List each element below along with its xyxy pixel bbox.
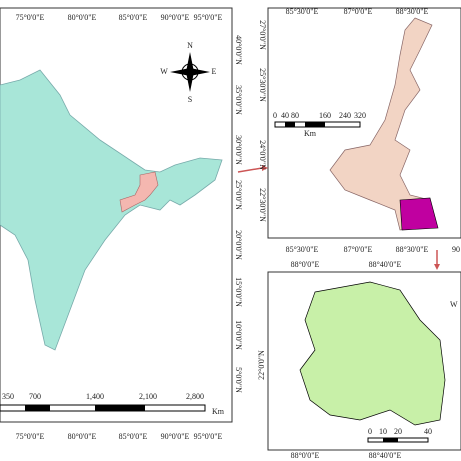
side-coordinate: 35°0'0"N bbox=[234, 85, 243, 115]
side-coordinate: 20°0'0"N bbox=[234, 230, 243, 260]
scale-label: 350 bbox=[2, 392, 14, 401]
scale-label: 40 bbox=[424, 427, 432, 436]
bottom-coordinate: 87°0'0"E bbox=[344, 245, 373, 254]
bottom-coordinate: 80°0'0"E bbox=[68, 432, 97, 441]
bottom-coordinate: 90 bbox=[452, 245, 460, 254]
scale-label: 320 bbox=[354, 111, 366, 120]
district-highlight bbox=[399, 197, 439, 231]
scale-label: 20 bbox=[394, 427, 402, 436]
bottom-coordinate: 90°0'0"E bbox=[161, 432, 190, 441]
panel-arrows bbox=[237, 165, 440, 270]
side-coordinate: 15°0'0"N bbox=[234, 277, 243, 307]
top-coordinate: 75°0'0"E bbox=[16, 13, 45, 22]
side-coordinate: 24°0'0"N bbox=[258, 140, 267, 170]
bottom-coordinate: 88°40'0"E bbox=[369, 451, 402, 460]
compass-letter: N bbox=[187, 41, 193, 50]
side-coordinate: 40°0'0"N bbox=[234, 35, 243, 65]
side-coordinate: 10°0'0"N bbox=[234, 320, 243, 350]
top-coordinate: 85°30'0"E bbox=[286, 7, 319, 16]
top-coordinate: 88°40'0"E bbox=[369, 260, 402, 269]
compass-letter: W bbox=[160, 67, 168, 76]
side-coordinate: 27°0'0"N bbox=[258, 20, 267, 50]
side-coordinate: 22°30'0"N bbox=[258, 188, 267, 222]
state-scale-bar bbox=[274, 121, 361, 128]
district-frame bbox=[267, 271, 461, 451]
top-coordinate: 80°0'0"E bbox=[68, 13, 97, 22]
bottom-coordinate: 85°30'0"E bbox=[286, 245, 319, 254]
compass-letter: S bbox=[188, 95, 192, 104]
top-coordinate: 95°0'0"E bbox=[194, 13, 223, 22]
state-frame bbox=[267, 7, 461, 239]
legend-label: W bbox=[450, 300, 458, 309]
district-shape bbox=[299, 281, 446, 426]
top-coordinate: 88°30'0"E bbox=[396, 7, 429, 16]
top-coordinate: 88°0'0"E bbox=[291, 260, 320, 269]
scale-label: 160 bbox=[319, 111, 331, 120]
scale-label: 0 bbox=[273, 111, 277, 120]
scale-label: 80 bbox=[291, 111, 299, 120]
bottom-coordinate: 75°0'0"E bbox=[16, 432, 45, 441]
side-coordinate: 30°0'0"N bbox=[234, 135, 243, 165]
bottom-coordinate: 88°0'0"E bbox=[291, 451, 320, 460]
bottom-coordinate: 88°30'0"E bbox=[396, 245, 429, 254]
scale-label: 40 bbox=[281, 111, 289, 120]
side-coordinate: 5°0'0"N bbox=[234, 367, 243, 393]
top-coordinate: 90°0'0"E bbox=[161, 13, 190, 22]
scale-unit: Km bbox=[304, 129, 317, 138]
bottom-coordinate: 95°0'0"E bbox=[194, 432, 223, 441]
india-shape bbox=[0, 69, 223, 351]
top-coordinate: 85°0'0"E bbox=[119, 13, 148, 22]
side-coordinate: 25°30'0"N bbox=[258, 68, 267, 102]
scale-label: 700 bbox=[29, 392, 41, 401]
scale-label: 2,800 bbox=[186, 392, 204, 401]
side-coordinate: 22°0'0"N bbox=[257, 350, 266, 380]
compass-rose bbox=[170, 52, 210, 92]
side-coordinate: 25°0'0"N bbox=[234, 180, 243, 210]
india-scale-bar bbox=[0, 404, 206, 412]
scale-label: 10 bbox=[379, 427, 387, 436]
compass-letter: E bbox=[212, 67, 217, 76]
west-bengal-highlight bbox=[119, 171, 159, 213]
district-scale-bar bbox=[367, 437, 429, 443]
scale-label: 240 bbox=[339, 111, 351, 120]
scale-label: 2,100 bbox=[139, 392, 157, 401]
top-coordinate: 87°0'0"E bbox=[344, 7, 373, 16]
india-frame bbox=[0, 7, 233, 423]
scale-label: 1,400 bbox=[86, 392, 104, 401]
scale-label: 0 bbox=[368, 427, 372, 436]
scale-unit: Km bbox=[212, 407, 225, 416]
bottom-coordinate: 85°0'0"E bbox=[119, 432, 148, 441]
